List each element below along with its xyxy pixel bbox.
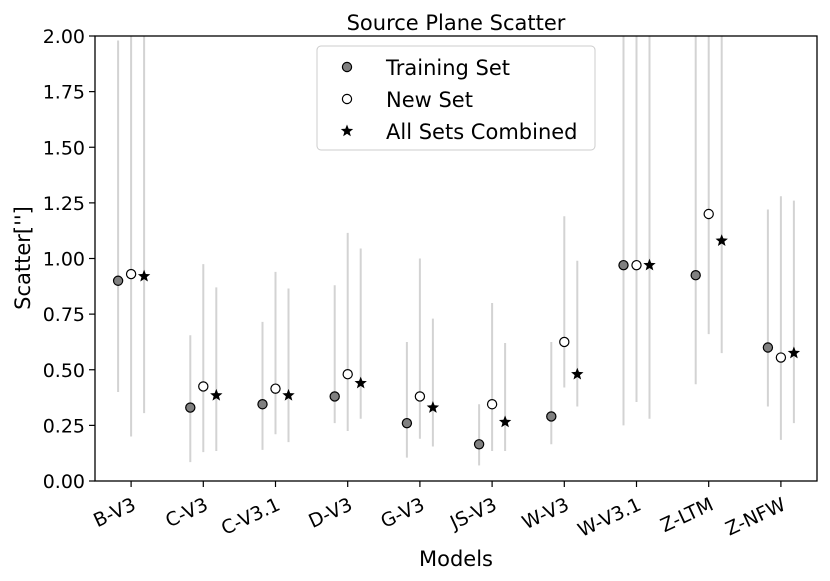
training-set-point bbox=[257, 399, 268, 410]
training-set-point bbox=[473, 439, 485, 450]
legend-label-training-set: Training Set bbox=[385, 56, 510, 80]
training-set-point bbox=[618, 259, 629, 271]
new-set-point bbox=[559, 336, 570, 348]
y-tick-label: 1.75 bbox=[43, 82, 85, 104]
x-axis: B-V3 C-V3 C-V3.1 D-V3 G-V3 JS-V3 W-V3 W-V3.1 Z-L… bbox=[90, 481, 789, 542]
x-tick-label: G-V3 bbox=[377, 494, 428, 533]
legend-items: Training Set New Set All Sets Combined bbox=[340, 56, 578, 144]
new-set-point bbox=[125, 268, 137, 280]
x-tick-label: D-V3 bbox=[305, 494, 356, 533]
chart-title: Source Plane Scatter bbox=[347, 11, 566, 35]
x-tick-label: Z-NFW bbox=[722, 494, 789, 541]
y-tick-label: 0.75 bbox=[43, 304, 85, 326]
new-set-point bbox=[486, 399, 498, 410]
y-tick-label: 1.25 bbox=[43, 193, 85, 215]
training-set-point bbox=[690, 269, 701, 281]
legend-box bbox=[316, 45, 596, 151]
new-set-point bbox=[775, 352, 787, 363]
training-set-point bbox=[546, 411, 557, 422]
all-sets-combined-point bbox=[498, 415, 512, 428]
training-set-point bbox=[329, 391, 340, 402]
all-sets-combined-point bbox=[282, 388, 295, 401]
y-tick-label: 0.00 bbox=[43, 471, 85, 493]
x-tick-label: JS-V3 bbox=[446, 494, 500, 535]
x-tick-label: C-V3.1 bbox=[218, 494, 284, 540]
y-tick-label: 2.00 bbox=[43, 26, 85, 48]
training-set-point bbox=[401, 417, 413, 429]
legend-label-new-set: New Set bbox=[386, 88, 473, 112]
all-sets-combined-point bbox=[787, 346, 801, 359]
legend-marker-all-sets-combined bbox=[340, 124, 354, 137]
all-sets-combined-point bbox=[137, 269, 151, 282]
legend-marker-new-set bbox=[341, 93, 353, 105]
all-sets-combined-point bbox=[715, 234, 728, 246]
x-tick-label: C-V3 bbox=[162, 494, 211, 533]
legend-marker-training-set bbox=[341, 61, 353, 73]
x-tick-label: B-V3 bbox=[90, 494, 139, 532]
all-sets-combined-point bbox=[210, 388, 223, 401]
new-set-point bbox=[631, 259, 642, 271]
training-set-point bbox=[762, 342, 774, 353]
new-set-point bbox=[414, 391, 426, 402]
x-tick-label: W-V3 bbox=[519, 494, 573, 535]
x-tick-label: W-V3.1 bbox=[575, 494, 645, 542]
y-axis-label: Scatter[''] bbox=[11, 206, 35, 310]
training-set-point bbox=[185, 402, 196, 413]
x-axis-label: Models bbox=[419, 547, 493, 571]
all-sets-combined-point bbox=[354, 376, 367, 389]
y-axis: 0.00 0.25 0.50 0.75 1.00 1.25 1.50 1.75 2.00 bbox=[43, 26, 95, 493]
new-set-point bbox=[198, 381, 209, 392]
new-set-point bbox=[342, 369, 353, 380]
legend-label-all-sets-combined: All Sets Combined bbox=[386, 120, 578, 144]
all-sets-combined-point bbox=[426, 401, 440, 413]
all-sets-combined-point bbox=[643, 258, 656, 271]
new-set-point bbox=[270, 383, 281, 394]
legend: Training Set New Set All Sets Combined bbox=[316, 45, 596, 151]
training-set-point bbox=[112, 275, 124, 286]
all-sets-combined-point bbox=[571, 367, 584, 380]
y-tick-label: 1.50 bbox=[43, 137, 85, 159]
y-tick-label: 1.00 bbox=[43, 249, 85, 271]
errorbar-layer bbox=[117, 36, 795, 466]
new-set-point bbox=[703, 208, 714, 220]
x-tick-label: Z-LTM bbox=[657, 494, 717, 537]
y-tick-label: 0.50 bbox=[43, 360, 85, 382]
marker-layer bbox=[112, 208, 801, 450]
y-tick-label: 0.25 bbox=[43, 415, 85, 437]
